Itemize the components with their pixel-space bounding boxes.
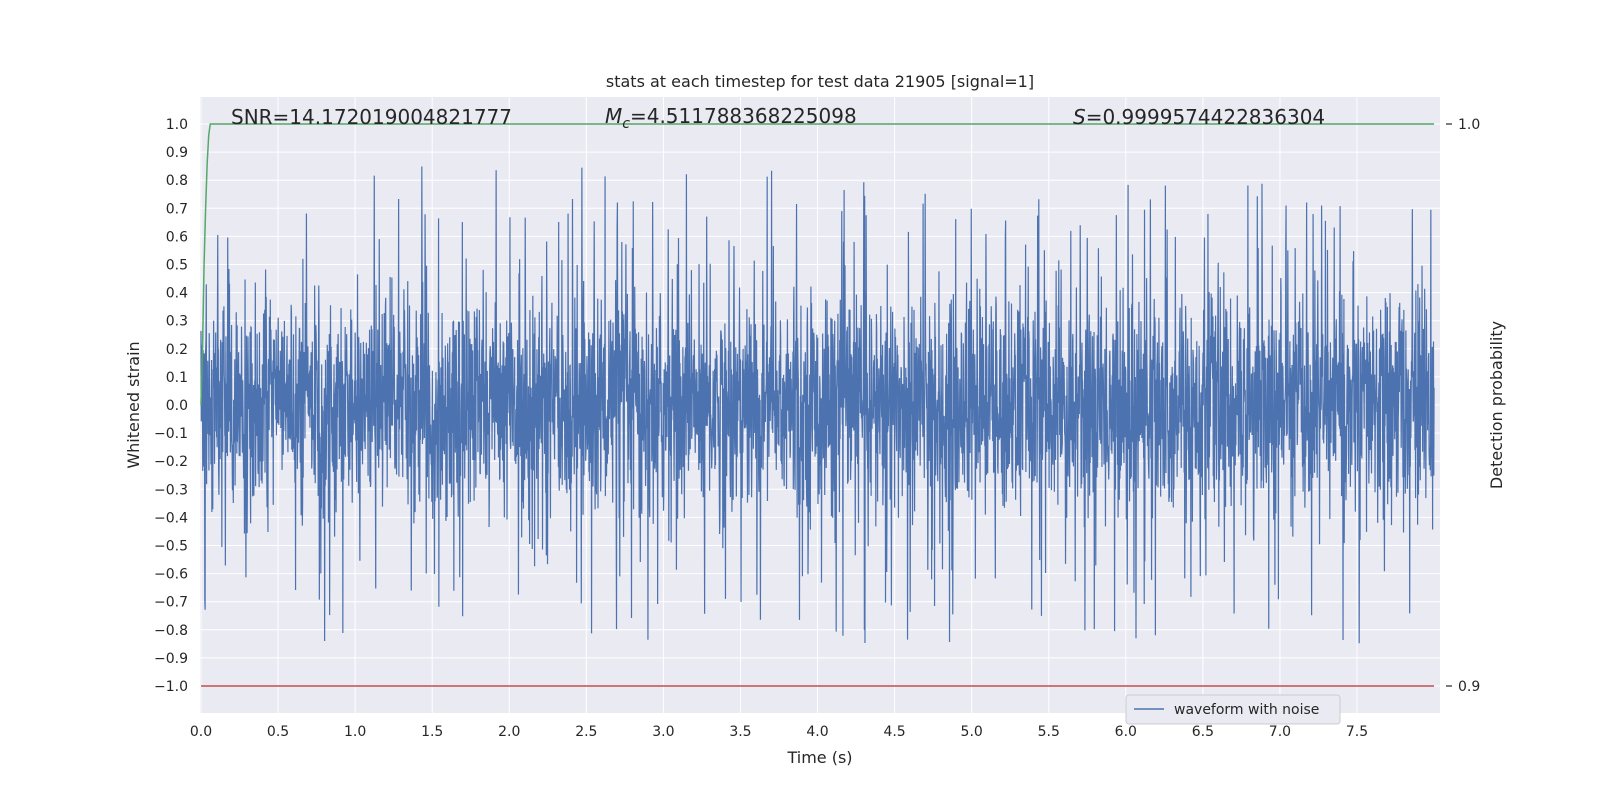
y-tick-label: 0.2	[166, 342, 188, 358]
x-tick-label: 3.5	[729, 724, 751, 740]
x-axis-ticks: 0.0 0.5 1.0 1.5 2.0 2.5 3.0 3.5 4.0 4.5 5.0 5.5 6.0 6…	[190, 724, 1368, 740]
x-tick-label: 3.0	[652, 724, 674, 740]
y-tick-label: −0.5	[154, 539, 188, 555]
x-tick-label: 2.0	[498, 724, 520, 740]
x-tick-label: 2.5	[575, 724, 597, 740]
y-tick-label: 0.6	[166, 229, 188, 245]
x-tick-label: 4.0	[806, 724, 828, 740]
x-tick-label: 1.5	[421, 724, 443, 740]
y-tick-label: −0.8	[154, 623, 188, 639]
chart-title: stats at each timestep for test data 219…	[606, 72, 1034, 91]
s-annotation: S=0.9999574422836304	[1073, 105, 1325, 129]
legend: waveform with noise	[1125, 694, 1341, 725]
y-tick-label: 0.3	[166, 314, 188, 330]
y-tick-label: −0.6	[154, 567, 188, 583]
mc-subscript: c	[622, 116, 630, 132]
y2-tick-label: 1.0	[1458, 117, 1480, 133]
x-tick-label: 1.0	[344, 724, 366, 740]
series-waveform-with-noise	[200, 166, 1435, 644]
y-tick-label: −0.9	[154, 651, 188, 667]
x-tick-label: 7.5	[1346, 724, 1368, 740]
x-tick-label: 7.0	[1269, 724, 1291, 740]
y-tick-label: 0.7	[166, 201, 188, 217]
x-tick-label: 6.0	[1115, 724, 1137, 740]
x-tick-label: 6.5	[1192, 724, 1214, 740]
series-detection-probability	[200, 123, 1435, 406]
y-tick-label: −0.4	[154, 510, 188, 526]
snr-annotation: SNR=14.172019004821777	[231, 105, 512, 129]
y-tick-label: −0.3	[154, 482, 188, 498]
s-value: =0.9999574422836304	[1086, 105, 1325, 129]
x-tick-label: 0.0	[190, 724, 212, 740]
y-tick-label: −0.2	[154, 454, 188, 470]
y-axis-label: Whitened strain	[124, 341, 143, 468]
y2-axis-label: Detection probability	[1487, 321, 1506, 489]
y-tick-label: −1.0	[154, 679, 188, 695]
x-tick-label: 4.5	[883, 724, 905, 740]
y-tick-label: 0.5	[166, 258, 188, 274]
y-tick-label: 0.8	[166, 173, 188, 189]
y-axis-ticks: 1.0 0.9 0.8 0.7 0.6 0.5 0.4 0.3 0.2 0.1 0.0 −0.1 −0.…	[154, 117, 188, 695]
legend-box	[1125, 694, 1341, 725]
mc-annotation: Mc=4.511788368225098	[605, 104, 857, 132]
s-symbol: S	[1073, 105, 1086, 129]
x-tick-label: 5.0	[961, 724, 983, 740]
y-tick-label: 1.0	[166, 117, 188, 133]
x-tick-label: 0.5	[267, 724, 289, 740]
y-tick-label: −0.1	[154, 426, 188, 442]
x-tick-label: 5.5	[1038, 724, 1060, 740]
mc-value: =4.511788368225098	[630, 104, 857, 128]
y-tick-label: 0.0	[166, 398, 188, 414]
x-axis-label: Time (s)	[786, 748, 852, 767]
y2-tick-label: 0.9	[1458, 679, 1480, 695]
y-tick-label: 0.9	[166, 145, 188, 161]
mc-symbol: M	[605, 104, 622, 128]
legend-entry-waveform: waveform with noise	[1174, 702, 1319, 718]
y-tick-label: 0.4	[166, 286, 188, 302]
y-tick-label: 0.1	[166, 370, 188, 386]
y-tick-label: −0.7	[154, 595, 188, 611]
y2-axis-ticks: 1.0 0.9	[1446, 117, 1480, 695]
